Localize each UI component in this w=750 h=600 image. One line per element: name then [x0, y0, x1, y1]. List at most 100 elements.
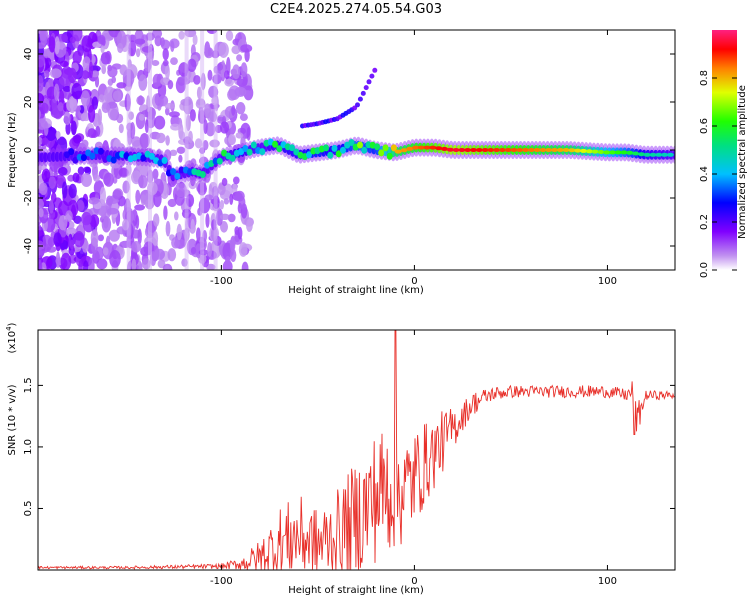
noise-blob — [203, 119, 208, 135]
noise-blob — [38, 259, 43, 270]
noise-blob — [54, 36, 60, 55]
line-core — [574, 148, 582, 153]
secondary-trace-point — [369, 73, 375, 79]
noise-blob — [38, 136, 43, 146]
noise-blob — [223, 198, 230, 205]
noise-blob — [219, 199, 224, 210]
line-core — [504, 148, 512, 152]
x-tick-label: 100 — [598, 276, 617, 287]
noise-blob — [239, 113, 248, 121]
noise-blob — [80, 90, 90, 107]
noise-blob — [165, 220, 171, 237]
line-core — [441, 146, 448, 151]
noise-blob — [224, 78, 234, 87]
spectrogram-panel: -100 0 100 -40 -20 0 20 40 Height of straight l… — [7, 29, 676, 296]
noise-blob — [225, 30, 234, 42]
line-core — [378, 149, 385, 157]
line-core — [551, 148, 558, 152]
line-core — [498, 148, 506, 152]
line-core — [568, 148, 576, 153]
noise-blob — [48, 210, 56, 220]
noise-blob — [100, 52, 111, 65]
secondary-trace-point — [355, 102, 360, 108]
secondary-trace-point — [360, 90, 366, 96]
y-tick-label: 0 — [23, 147, 34, 153]
noise-blob — [112, 90, 122, 101]
noise-blob — [102, 247, 109, 256]
noise-blob — [103, 172, 114, 187]
noise-blob — [88, 61, 94, 79]
noise-blob — [72, 172, 80, 183]
noise-blob — [134, 204, 146, 211]
noise-blob — [138, 74, 148, 91]
noise-blob — [167, 248, 177, 262]
noise-blob — [231, 104, 236, 116]
noise-blob — [138, 175, 148, 189]
colorbar-ticks: 0.0 0.2 0.4 0.6 0.8 — [699, 70, 737, 278]
line-core — [661, 152, 669, 157]
noise-blob — [73, 215, 82, 224]
noise-blob — [71, 82, 82, 100]
noise-blob — [108, 30, 120, 38]
noise-blob — [39, 30, 49, 46]
noise-blob — [38, 194, 41, 206]
noise-blob — [160, 39, 171, 50]
noise-blob — [135, 189, 141, 205]
noise-blob — [48, 36, 56, 53]
line-core — [331, 144, 338, 152]
noise-blob — [218, 42, 229, 58]
noise-blob — [81, 173, 92, 187]
noise-blob — [44, 57, 52, 69]
line-core — [545, 148, 553, 152]
noise-blob — [129, 122, 136, 140]
noise-blob — [153, 190, 162, 208]
y-tick-label: -40 — [23, 238, 34, 254]
noise-blob — [157, 259, 166, 269]
noise-blob — [81, 139, 89, 149]
noise-blob — [217, 183, 226, 196]
noise-blob — [103, 215, 109, 229]
noise-blob — [204, 47, 214, 59]
noise-blob — [111, 76, 116, 84]
line-core — [259, 148, 266, 156]
line-core — [597, 150, 605, 154]
noise-blob — [219, 121, 230, 134]
line-core — [487, 148, 495, 152]
y-tick-label: -20 — [23, 190, 34, 206]
noise-blob — [131, 241, 142, 253]
colorbar-gradient — [712, 30, 737, 270]
noise-blob — [106, 207, 119, 215]
noise-blob — [58, 215, 68, 231]
noise-blob — [174, 211, 179, 221]
line-core — [68, 148, 75, 156]
noise-blob — [57, 102, 64, 112]
noise-blob — [241, 261, 249, 270]
secondary-trace-point — [363, 85, 369, 91]
colorbar-tick-label: 0.0 — [699, 262, 710, 278]
noise-blob — [178, 130, 186, 140]
line-core — [475, 148, 483, 152]
line-core — [632, 151, 640, 156]
secondary-trace-point — [357, 96, 363, 102]
noise-blob — [224, 70, 230, 80]
noise-blob — [227, 213, 236, 223]
noise-blob — [189, 109, 196, 122]
line-core — [110, 156, 117, 164]
y-tick-label: 1.5 — [23, 377, 34, 393]
noise-blob — [240, 44, 253, 53]
line-core — [562, 148, 570, 152]
noise-blob — [190, 247, 197, 254]
noise-blob — [163, 205, 168, 220]
line-core — [493, 148, 501, 152]
line-core — [229, 154, 236, 162]
noise-blob — [62, 85, 72, 92]
x-tick-label: -100 — [210, 276, 233, 287]
line-core — [170, 168, 177, 176]
noise-blob — [139, 133, 150, 149]
noise-blob — [72, 50, 82, 64]
noise-blob — [95, 125, 101, 137]
noise-blob — [240, 62, 248, 78]
noise-blob — [69, 36, 76, 43]
line-core — [80, 154, 87, 162]
noise-blob — [164, 64, 170, 80]
